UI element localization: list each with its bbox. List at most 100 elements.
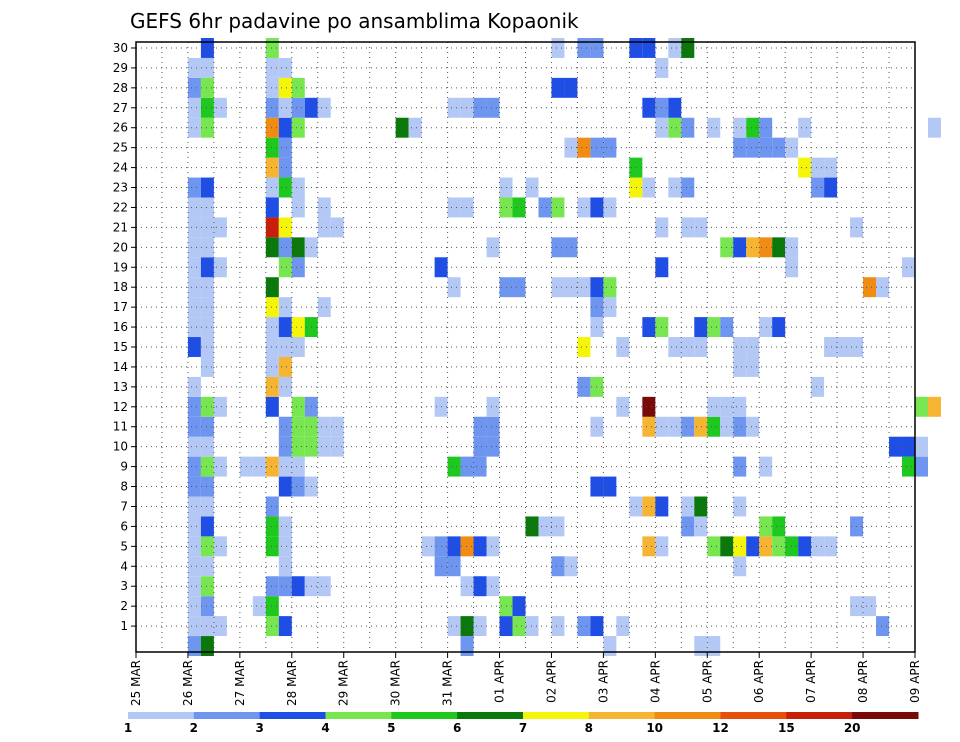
- heatmap-cell: [213, 396, 227, 417]
- heatmap-cell: [486, 97, 500, 118]
- heatmap-cell: [915, 396, 928, 417]
- heatmap-cell: [733, 456, 747, 477]
- x-tick-label: 06 APR: [752, 660, 766, 703]
- heatmap-cell: [200, 177, 214, 198]
- y-tick-label: 21: [113, 220, 128, 234]
- heatmap-cell: [265, 616, 279, 637]
- heatmap-cell: [395, 117, 409, 138]
- y-tick-label: 20: [113, 240, 128, 254]
- heatmap-cell: [252, 456, 266, 477]
- heatmap-cell: [278, 77, 292, 98]
- heatmap-cell: [447, 536, 461, 557]
- y-tick-label: 22: [113, 200, 128, 214]
- y-tick-label: 23: [113, 181, 128, 195]
- heatmap-cell: [200, 536, 214, 557]
- heatmap-cell: [265, 38, 279, 58]
- y-tick-label: 7: [120, 499, 128, 513]
- heatmap-cell: [551, 616, 565, 637]
- heatmap-cell: [187, 376, 201, 397]
- heatmap-cell: [772, 237, 786, 258]
- x-axis: 25 MAR 26 MAR 27 MAR 28 MAR 29 MAR 30 MAR 31 M…: [129, 652, 922, 706]
- heatmap-cell: [330, 416, 344, 437]
- heatmap-cell: [291, 197, 305, 218]
- heatmap-cell: [265, 596, 279, 617]
- heatmap-cell: [200, 616, 214, 637]
- heatmap-cell: [200, 636, 214, 656]
- heatmap-cell: [902, 257, 915, 278]
- heatmap-cell: [447, 277, 461, 298]
- heatmap-cell: [486, 576, 500, 597]
- heatmap-cell: [681, 416, 695, 437]
- y-tick-label: 19: [113, 260, 128, 274]
- heatmap-cell: [291, 237, 305, 258]
- x-tick-label: 02 APR: [544, 660, 558, 703]
- heatmap-cell: [746, 237, 760, 258]
- heatmap-cell: [577, 197, 591, 218]
- y-tick-label: 2: [120, 599, 128, 613]
- heatmap-cell: [824, 536, 838, 557]
- heatmap-cell: [265, 337, 279, 357]
- heatmap-cell: [707, 317, 721, 338]
- heatmap-cell: [200, 596, 214, 617]
- heatmap-cell: [811, 177, 825, 198]
- heatmap-cell: [187, 77, 201, 98]
- heatmap-cell: [486, 416, 500, 437]
- heatmap-cell: [317, 576, 331, 597]
- heatmap-cell: [187, 636, 201, 656]
- colorbar: 1 2 3 4 5 6 7 8 10 12 15 20: [124, 712, 919, 735]
- heatmap-cell: [278, 217, 292, 238]
- heatmap-cell: [265, 237, 279, 258]
- heatmap-cell: [200, 217, 214, 238]
- y-tick-label: 30: [113, 41, 128, 55]
- heatmap-cell: [642, 396, 656, 417]
- heatmap-cell: [772, 137, 786, 158]
- heatmap-cell: [759, 536, 773, 557]
- heatmap-cell: [265, 376, 279, 397]
- heatmap-cell: [187, 217, 201, 238]
- heatmap-cell: [746, 416, 760, 437]
- heatmap-cell: [265, 536, 279, 557]
- heatmap-cell: [551, 516, 565, 537]
- heatmap-cell: [733, 137, 747, 158]
- heatmap-cell: [551, 38, 565, 58]
- colorbar-swatch: [588, 712, 656, 719]
- x-tick-label: 31 MAR: [441, 660, 455, 706]
- y-tick-label: 11: [113, 420, 128, 434]
- heatmap-cell: [265, 396, 279, 417]
- heatmap-cell: [317, 436, 331, 457]
- heatmap-cell: [902, 456, 915, 477]
- heatmap-cell: [291, 97, 305, 118]
- y-tick-label: 28: [113, 81, 128, 95]
- heatmap-cell: [577, 137, 591, 158]
- heatmap-cell: [512, 277, 526, 298]
- colorbar-label: 8: [585, 721, 593, 735]
- heatmap-cell: [278, 257, 292, 278]
- heatmap-cell: [798, 536, 812, 557]
- colorbar-swatch: [259, 712, 326, 719]
- heatmap-cell: [863, 596, 877, 617]
- heatmap-cell: [200, 476, 214, 497]
- y-tick-label: 6: [120, 519, 128, 533]
- colorbar-swatch: [523, 712, 590, 719]
- heatmap-cell: [278, 157, 292, 178]
- x-tick-label: 26 MAR: [181, 660, 195, 706]
- heatmap-cell: [681, 177, 695, 198]
- x-tick-label: 01 APR: [493, 660, 507, 703]
- heatmap-cell: [733, 536, 747, 557]
- heatmap-cell: [759, 117, 773, 138]
- heatmap-cell: [733, 237, 747, 258]
- heatmap-cell: [473, 436, 487, 457]
- colorbar-label: 15: [778, 721, 795, 735]
- heatmap-cell: [642, 416, 656, 437]
- heatmap-cell: [200, 337, 214, 357]
- heatmap-cell: [187, 616, 201, 637]
- y-tick-label: 4: [120, 559, 128, 573]
- heatmap-cell: [200, 77, 214, 98]
- heatmap-cell: [265, 77, 279, 98]
- colorbar-label: 1: [124, 721, 132, 735]
- heatmap-cell: [460, 456, 474, 477]
- heatmap-cell: [187, 476, 201, 497]
- heatmap-cell: [642, 496, 656, 517]
- heatmap-cell: [187, 297, 201, 318]
- heatmap-cell: [213, 97, 227, 118]
